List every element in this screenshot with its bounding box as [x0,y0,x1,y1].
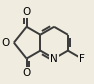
Text: O: O [2,38,10,48]
Text: N: N [50,54,58,64]
Text: O: O [22,7,31,17]
Text: F: F [79,54,85,64]
Text: O: O [22,68,31,78]
